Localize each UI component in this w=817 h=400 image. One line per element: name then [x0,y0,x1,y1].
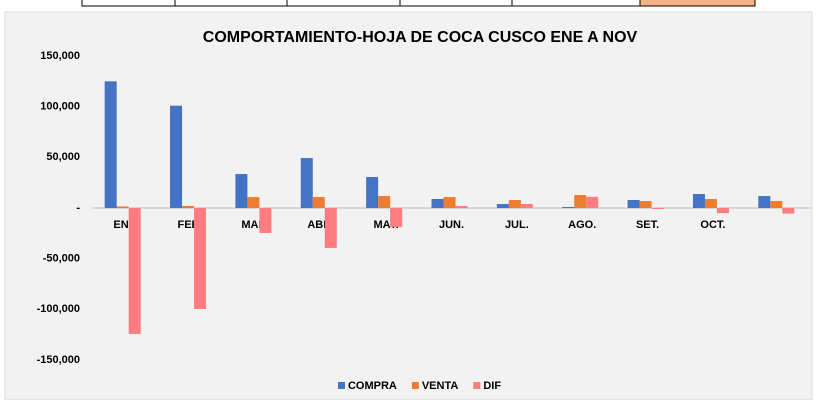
y-tick-label: 100,000 [40,101,80,113]
x-tick-label: AGO. [568,219,596,231]
legend-label: COMPRA [348,380,397,392]
bar [366,176,379,208]
bar [235,174,248,208]
bar [455,205,468,208]
x-tick-label: SET. [636,219,659,231]
bar [128,208,141,334]
bar [324,208,337,248]
legend-swatch [411,382,419,389]
bar [562,206,575,208]
x-tick-label: OCT. [700,219,725,231]
x-tick-label: JUN. [439,219,464,231]
table-row [81,0,756,7]
bar [520,203,533,208]
bar [247,197,260,208]
bar [104,81,117,208]
legend-label: VENTA [422,380,459,392]
y-tick-label: 150,000 [40,50,80,62]
bar [716,208,729,214]
table-cell [286,0,401,7]
bar [758,196,771,208]
bar [508,199,521,208]
bar [627,199,640,208]
y-tick-label: -50,000 [43,253,80,265]
bar [182,205,195,208]
chart-title: COMPORTAMIENTO-HOJA DE COCA CUSCO ENE A … [203,29,638,46]
bar [116,206,129,208]
bar [782,208,795,214]
bar [496,204,509,208]
chart-area [4,11,813,400]
table-cell [81,0,176,7]
table-cell [399,0,513,7]
bar [651,208,664,210]
table-cell [639,0,756,7]
legend-swatch [473,382,481,389]
x-tick-label: JUL. [505,219,529,231]
bar [692,194,705,208]
legend-swatch [337,382,345,389]
bar [574,195,587,208]
bar [259,208,272,233]
legend-label: DIF [483,380,501,392]
bar [378,196,391,208]
table-cell [511,0,641,7]
y-tick-label: -150,000 [37,354,80,366]
table-cell [174,0,288,7]
y-tick-label: - [76,202,80,214]
bar [390,208,403,227]
bar [300,158,313,208]
bar [586,196,599,208]
bar [443,197,456,208]
bar [431,198,444,208]
bar [770,201,783,208]
bar [194,208,207,309]
y-tick-label: 50,000 [46,151,80,163]
bar [312,197,325,208]
bar [704,198,717,208]
bar [170,105,183,208]
bar [639,201,652,208]
y-tick-label: -100,000 [37,303,80,315]
